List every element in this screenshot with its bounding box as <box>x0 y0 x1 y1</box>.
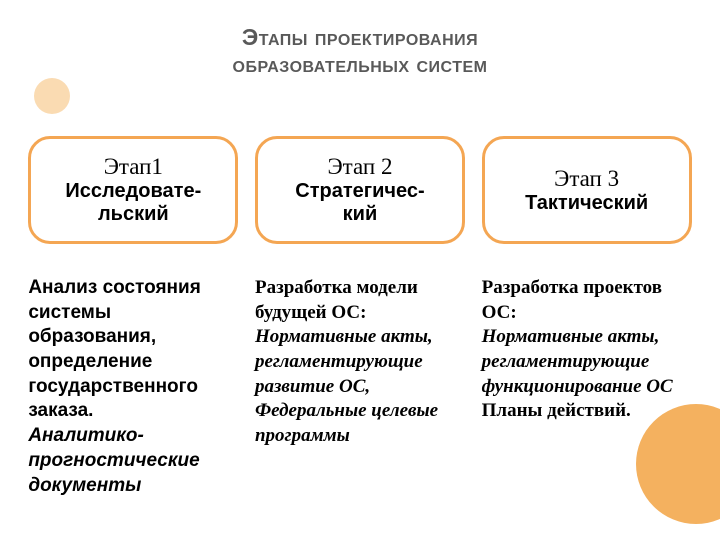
title-line1: Этапы проектирования <box>242 24 478 50</box>
stage-3-title: Этап 3 <box>554 166 619 192</box>
desc-2-italic: Нормативные акты, регламентирующие разви… <box>255 326 438 446</box>
stage-1-subtitle: Исследовате- льский <box>65 180 201 226</box>
stage-2-title: Этап 2 <box>327 154 392 180</box>
desc-col-1: Анализ состояния системы образования, оп… <box>28 276 238 498</box>
desc-1-text: Анализ состояния системы образования, оп… <box>28 277 200 421</box>
desc-col-2: Разработка модели будущей ОС: Нормативны… <box>255 276 465 498</box>
descriptions-row: Анализ состояния системы образования, оп… <box>0 276 720 498</box>
decorative-circle-top <box>34 78 70 114</box>
stage-box-1: Этап1 Исследовате- льский <box>28 136 238 244</box>
desc-1-italic: Аналитико-прогностические документы <box>28 425 199 495</box>
desc-3-italic: Нормативные акты, регламентирующие функц… <box>482 326 673 396</box>
stage-box-3: Этап 3 Тактический <box>482 136 692 244</box>
desc-3-trailing: Планы действий. <box>482 400 631 421</box>
desc-3-heading: Разработка проектов ОС: <box>482 277 662 323</box>
stage-2-subtitle: Стратегичес- кий <box>295 180 424 226</box>
stage-3-subtitle: Тактический <box>525 192 648 215</box>
stage-box-2: Этап 2 Стратегичес- кий <box>255 136 465 244</box>
stage-1-title: Этап1 <box>104 154 163 180</box>
page-title: Этапы проектирования образовательных сис… <box>0 0 720 78</box>
stages-row: Этап1 Исследовате- льский Этап 2 Стратег… <box>0 136 720 244</box>
desc-2-heading: Разработка модели будущей ОС: <box>255 277 418 323</box>
title-line2: образовательных систем <box>233 51 488 77</box>
